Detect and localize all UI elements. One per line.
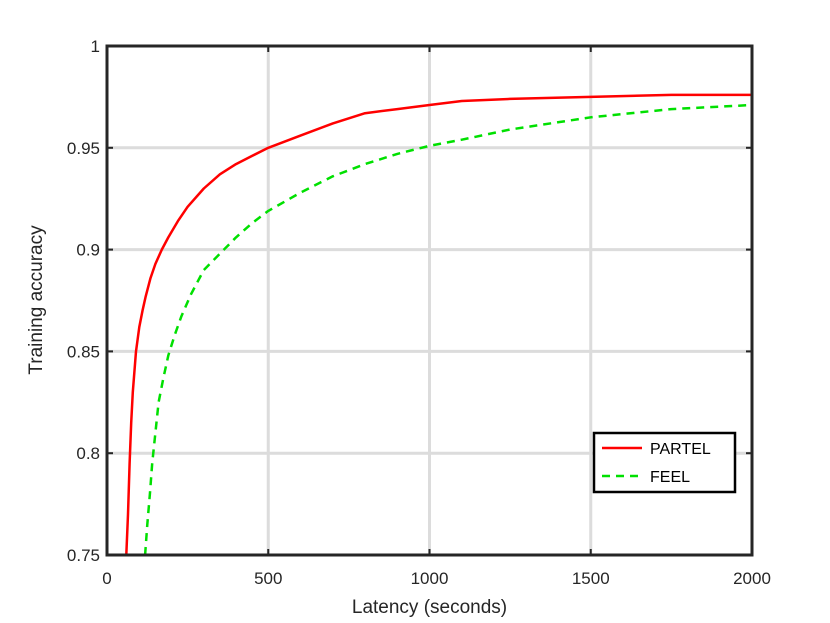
y-tick-label: 0.85: [67, 342, 100, 361]
x-tick-label: 1000: [411, 569, 449, 588]
y-tick-label: 0.75: [67, 546, 100, 565]
y-tick-label: 0.95: [67, 139, 100, 158]
series-line-partel: [125, 93, 752, 556]
y-tick-label: 0.8: [76, 444, 100, 463]
series-layer: [125, 93, 753, 556]
legend: PARTEL FEEL: [592, 431, 737, 494]
series-line-feel: [143, 103, 753, 556]
y-tick-label: 0.9: [76, 241, 100, 260]
tick-labels: 0 500 1000 1500 2000 0.75 0.8 0.85 0.9 0.95 1: [67, 37, 771, 588]
y-tick-label: 1: [91, 37, 100, 56]
x-tick-label: 500: [254, 569, 282, 588]
legend-label-feel: FEEL: [650, 469, 690, 486]
axis-ticks: [106, 45, 753, 556]
grid-lines: [107, 46, 752, 555]
x-tick-label: 1500: [572, 569, 610, 588]
legend-box: [592, 431, 737, 494]
x-axis-label: Latency (seconds): [352, 597, 507, 618]
x-tick-label: 0: [102, 569, 111, 588]
x-tick-label: 2000: [733, 569, 771, 588]
y-axis-label: Training accuracy: [26, 225, 47, 375]
legend-label-partel: PARTEL: [650, 441, 711, 458]
